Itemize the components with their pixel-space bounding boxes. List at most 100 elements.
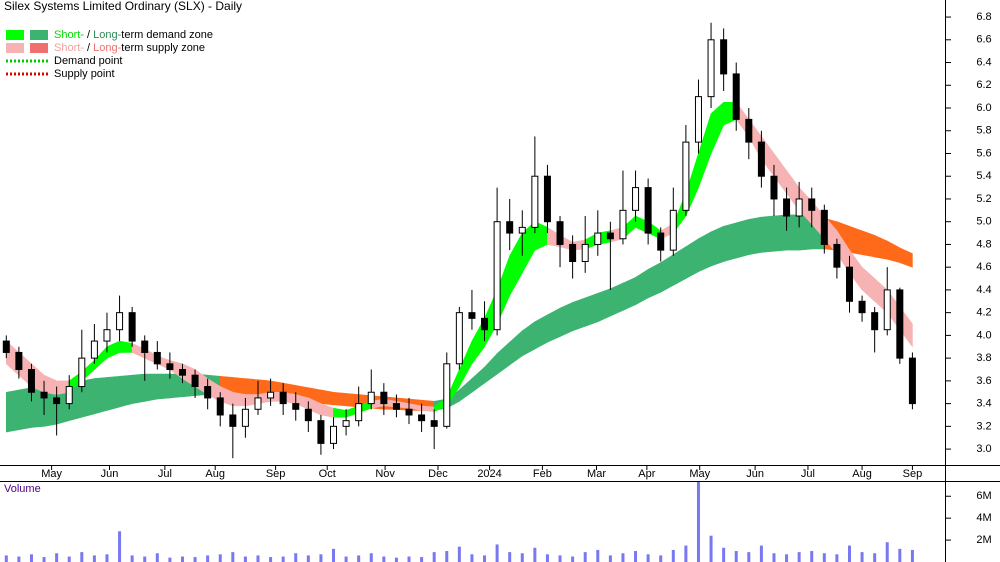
candle-body <box>581 243 589 262</box>
volume-bar <box>67 556 71 562</box>
candle-body <box>757 141 765 177</box>
volume-bar <box>231 552 235 562</box>
y-tick-label: 4.0 <box>976 329 991 341</box>
volume-bar <box>369 553 373 562</box>
volume-bar <box>243 556 247 562</box>
volume-bar <box>659 555 663 562</box>
volume-bar <box>646 554 650 562</box>
zone-segment <box>572 297 586 332</box>
volume-bar <box>445 551 449 562</box>
candle-body <box>342 420 350 427</box>
volume-bar <box>671 549 675 562</box>
y-tick-label: 5.2 <box>976 193 991 205</box>
zone-segment <box>899 247 913 268</box>
volume-bar <box>608 555 612 562</box>
candle-body <box>481 317 489 331</box>
zone-segment <box>735 219 750 259</box>
x-tick-label: Mar <box>587 468 606 480</box>
volume-bar <box>256 555 260 562</box>
legend-text-part: Short- <box>54 42 84 54</box>
volume-bar <box>822 553 826 562</box>
volume-bar <box>533 547 537 562</box>
candle-body <box>669 209 677 251</box>
y-tick-label: 5.6 <box>976 147 991 159</box>
candle-body <box>808 198 816 211</box>
volume-bar <box>634 551 638 562</box>
candle-body <box>254 397 262 410</box>
candle-body <box>594 232 602 245</box>
candle-body <box>632 187 640 211</box>
zone-segment <box>710 225 724 267</box>
candle-body <box>279 391 287 405</box>
zone-segment <box>421 405 435 412</box>
volume-bar <box>105 554 109 562</box>
zone-segment <box>119 340 133 353</box>
volume-bar <box>432 552 436 562</box>
y-tick-label: 5.4 <box>976 170 991 182</box>
x-tick-label: Jul <box>801 468 815 480</box>
volume-bar <box>596 549 600 562</box>
volume-bar <box>772 553 776 562</box>
candle-body <box>103 329 111 342</box>
x-tick-label: Apr <box>638 468 655 480</box>
volume-bar <box>457 546 461 562</box>
candle-body <box>707 39 715 98</box>
volume-bar <box>684 545 688 562</box>
volume-bar <box>193 557 197 562</box>
candle-body <box>883 289 891 331</box>
zone-segment <box>761 215 775 253</box>
x-tick-label: 2024 <box>477 468 501 480</box>
volume-bar <box>29 554 33 562</box>
volume-bar <box>17 556 21 562</box>
x-tick-label: Nov <box>375 468 395 480</box>
x-tick-label: May <box>41 468 62 480</box>
candle-body <box>531 175 539 228</box>
candle-body <box>644 187 652 234</box>
candle-body <box>569 243 577 262</box>
zone-segment <box>584 292 599 327</box>
candle-body <box>795 198 803 217</box>
zone-segment <box>849 225 863 256</box>
volume-bar <box>898 548 902 562</box>
volume-y-tick-label: 4M <box>976 512 991 524</box>
candle-body <box>380 391 388 405</box>
volume-bar <box>709 535 713 562</box>
volume-bar <box>797 552 801 562</box>
candle-body <box>443 363 451 427</box>
volume-bar <box>155 553 159 562</box>
legend-swatch <box>6 30 24 40</box>
candle-body <box>241 408 249 427</box>
volume-bar <box>180 556 184 562</box>
volume-bar <box>168 557 172 562</box>
volume-bar <box>319 554 323 562</box>
zone-segment <box>169 373 183 399</box>
volume-bar <box>357 555 361 562</box>
volume-bar <box>785 554 789 562</box>
legend-text-part: Short- <box>54 29 84 41</box>
candle-body <box>292 403 300 410</box>
volume-bar <box>747 552 751 562</box>
x-tick-label: Sep <box>903 468 923 480</box>
volume-bar <box>520 553 524 562</box>
y-tick-label: 4.4 <box>976 284 991 296</box>
volume-bar <box>621 553 625 562</box>
candle-body <box>606 232 614 240</box>
candle-body <box>216 397 224 416</box>
candle-body <box>732 73 740 120</box>
volume-bar <box>306 555 310 562</box>
candle-body <box>418 414 426 422</box>
y-tick-label: 3.6 <box>976 375 991 387</box>
zone-segment <box>144 373 158 402</box>
candle-body <box>267 391 275 399</box>
candle-body <box>896 289 904 359</box>
volume-bar <box>130 555 134 562</box>
volume-label: Volume <box>4 483 41 495</box>
axes: 3.0 3.2 3.4 3.6 3.8 4.0 4.2 4.4 4.6 4.8 5.0 5.2 5.4 5… <box>41 11 991 546</box>
legend-swatch <box>30 30 48 40</box>
legend-text-part: Long- <box>93 42 121 54</box>
candle-body <box>128 312 136 342</box>
zone-segment <box>748 216 762 256</box>
volume-bars <box>4 482 914 562</box>
